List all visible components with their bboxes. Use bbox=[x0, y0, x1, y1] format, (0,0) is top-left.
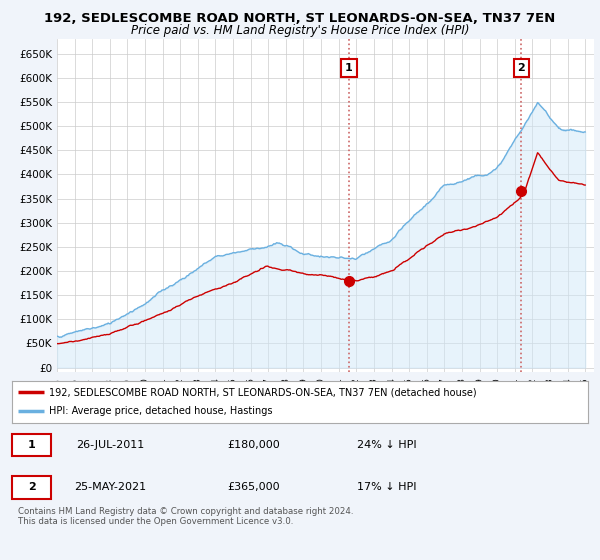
Text: 1: 1 bbox=[28, 440, 35, 450]
Text: 25-MAY-2021: 25-MAY-2021 bbox=[74, 482, 146, 492]
Text: 192, SEDLESCOMBE ROAD NORTH, ST LEONARDS-ON-SEA, TN37 7EN: 192, SEDLESCOMBE ROAD NORTH, ST LEONARDS… bbox=[44, 12, 556, 25]
Text: HPI: Average price, detached house, Hastings: HPI: Average price, detached house, Hast… bbox=[49, 407, 273, 417]
Text: 2: 2 bbox=[28, 482, 35, 492]
Text: 24% ↓ HPI: 24% ↓ HPI bbox=[356, 440, 416, 450]
Text: 17% ↓ HPI: 17% ↓ HPI bbox=[356, 482, 416, 492]
Text: 192, SEDLESCOMBE ROAD NORTH, ST LEONARDS-ON-SEA, TN37 7EN (detached house): 192, SEDLESCOMBE ROAD NORTH, ST LEONARDS… bbox=[49, 387, 477, 397]
FancyBboxPatch shape bbox=[12, 476, 51, 499]
Text: Contains HM Land Registry data © Crown copyright and database right 2024.
This d: Contains HM Land Registry data © Crown c… bbox=[18, 507, 353, 526]
Text: 1: 1 bbox=[345, 63, 353, 73]
Text: Price paid vs. HM Land Registry's House Price Index (HPI): Price paid vs. HM Land Registry's House … bbox=[131, 24, 469, 36]
Text: 2: 2 bbox=[518, 63, 526, 73]
FancyBboxPatch shape bbox=[12, 433, 51, 456]
Text: £365,000: £365,000 bbox=[227, 482, 280, 492]
Text: 26-JUL-2011: 26-JUL-2011 bbox=[76, 440, 144, 450]
Text: £180,000: £180,000 bbox=[227, 440, 280, 450]
